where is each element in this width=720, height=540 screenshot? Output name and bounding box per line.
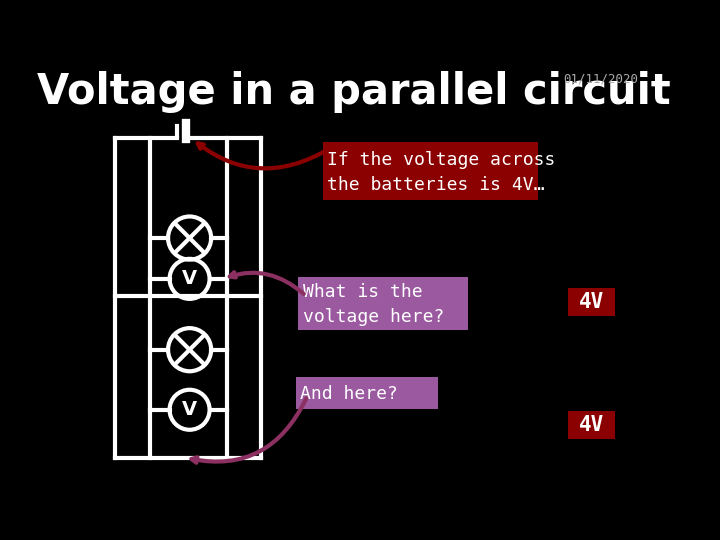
Text: 4V: 4V xyxy=(579,292,604,312)
Text: V: V xyxy=(182,269,197,288)
FancyBboxPatch shape xyxy=(567,288,616,316)
FancyBboxPatch shape xyxy=(296,377,438,409)
FancyBboxPatch shape xyxy=(298,276,467,330)
FancyBboxPatch shape xyxy=(567,411,616,439)
Text: 4V: 4V xyxy=(579,415,604,435)
Text: What is the
voltage here?: What is the voltage here? xyxy=(303,283,444,326)
Text: V: V xyxy=(182,400,197,419)
Text: 01/11/2020: 01/11/2020 xyxy=(564,72,639,85)
FancyBboxPatch shape xyxy=(323,142,539,200)
Text: Voltage in a parallel circuit: Voltage in a parallel circuit xyxy=(37,71,670,113)
Text: And here?: And here? xyxy=(300,386,398,403)
Text: If the voltage across
the batteries is 4V…: If the voltage across the batteries is 4… xyxy=(327,151,555,194)
